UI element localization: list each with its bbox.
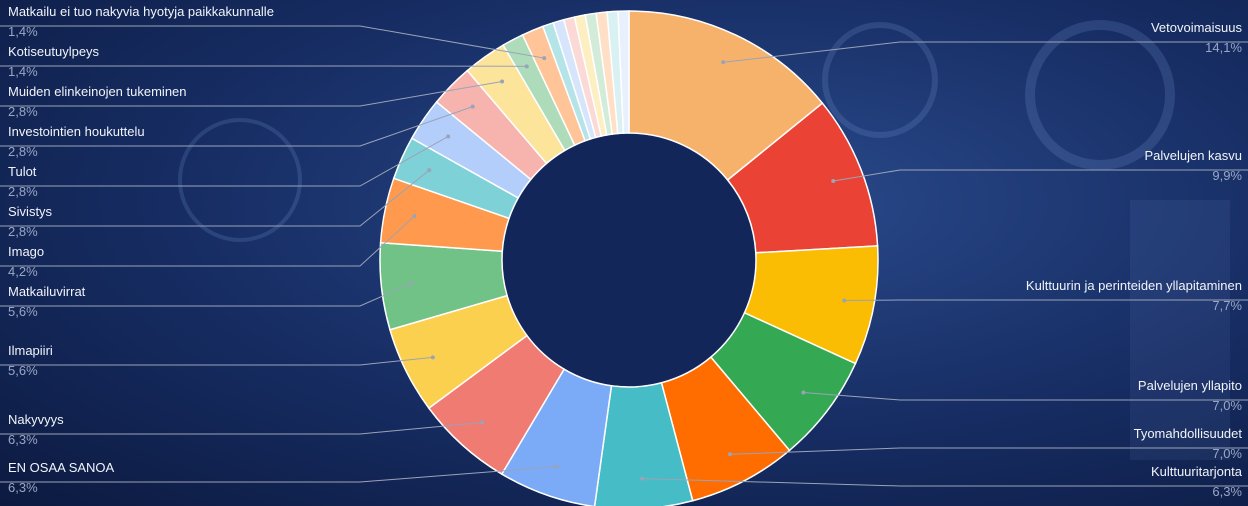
- slice-label: EN OSAA SANOA: [8, 460, 115, 475]
- slice-label: Vetovoimaisuus: [1151, 20, 1243, 35]
- donut-hole: [503, 134, 755, 386]
- slice-value-label: 9,9%: [1212, 168, 1242, 183]
- leader-line: [0, 169, 430, 227]
- slice-label: Kulttuuritarjonta: [1151, 464, 1243, 479]
- leader-line: [0, 81, 503, 107]
- slice-label: Matkailuvirrat: [8, 284, 86, 299]
- leader-dot: [801, 390, 806, 395]
- leader-line: [723, 41, 1248, 63]
- leader-line: [0, 356, 433, 366]
- leader-dot: [542, 56, 547, 61]
- leader-line: [0, 136, 449, 187]
- leader-line: [833, 169, 1248, 182]
- slice-value-label: 7,0%: [1212, 398, 1242, 413]
- leader-dot: [524, 64, 529, 69]
- leader-line: [803, 391, 1248, 401]
- leader-dot: [728, 452, 733, 457]
- leader-line: [0, 25, 545, 59]
- slice-value-label: 2,8%: [8, 184, 38, 199]
- slice-label: Ilmapiiri: [8, 343, 53, 358]
- leader-dot: [554, 464, 559, 469]
- slice-value-label: 5,6%: [8, 363, 38, 378]
- slice-value-label: 6,3%: [8, 480, 38, 495]
- background-decor: [178, 20, 1230, 460]
- leader-dot: [640, 476, 645, 481]
- leader-dot: [430, 355, 435, 360]
- slice-label: Tyomahdollisuudet: [1134, 426, 1243, 441]
- leader-dot: [480, 420, 485, 425]
- slice-value-label: 2,8%: [8, 224, 38, 239]
- leader-line: [844, 299, 1248, 302]
- slice-label: Matkailu ei tuo nakyvia hyotyja paikkaku…: [8, 4, 274, 19]
- slice-value-label: 7,0%: [1212, 446, 1242, 461]
- slice-label: Tulot: [8, 164, 37, 179]
- slice-label: Kotiseutuylpeys: [8, 44, 100, 59]
- leader-dot: [446, 134, 451, 139]
- leader-dot: [500, 79, 505, 84]
- leader-dot: [721, 60, 726, 65]
- slice-value-label: 5,6%: [8, 304, 38, 319]
- slice-value-label: 4,2%: [8, 264, 38, 279]
- leader-line: [642, 478, 1248, 487]
- leader-line: [0, 106, 473, 147]
- leader-line: [0, 421, 483, 435]
- slice-label: Muiden elinkeinojen tukeminen: [8, 84, 187, 99]
- slice-label: Imago: [8, 244, 44, 259]
- slice-label: Palvelujen kasvu: [1144, 148, 1242, 163]
- leader-dot: [470, 104, 475, 109]
- donut-slice: [593, 381, 694, 506]
- donut-slice: [617, 10, 630, 134]
- slice-value-label: 2,8%: [8, 104, 38, 119]
- slice-value-label: 14,1%: [1205, 40, 1242, 55]
- leader-dot: [409, 281, 414, 286]
- slice-label: Kulttuurin ja perinteiden yllapitaminen: [1026, 278, 1242, 293]
- slice-value-label: 6,3%: [1212, 484, 1242, 499]
- slice-label: Nakyvyys: [8, 412, 64, 427]
- slice-value-label: 1,4%: [8, 24, 38, 39]
- leader-dot: [427, 168, 432, 173]
- slice-value-label: 6,3%: [8, 432, 38, 447]
- leader-dot: [842, 298, 847, 303]
- leader-line: [0, 466, 557, 483]
- slice-value-label: 1,4%: [8, 64, 38, 79]
- leader-line: [0, 282, 412, 307]
- leader-line: [730, 447, 1248, 455]
- leader-line: [0, 215, 415, 267]
- slice-label: Palvelujen yllapito: [1138, 378, 1242, 393]
- slice-label: Sivistys: [8, 204, 53, 219]
- leader-dot: [412, 214, 417, 219]
- slice-label: Investointien houkuttelu: [8, 124, 145, 139]
- leader-dot: [831, 179, 836, 184]
- slice-value-label: 2,8%: [8, 144, 38, 159]
- slice-value-label: 7,7%: [1212, 298, 1242, 313]
